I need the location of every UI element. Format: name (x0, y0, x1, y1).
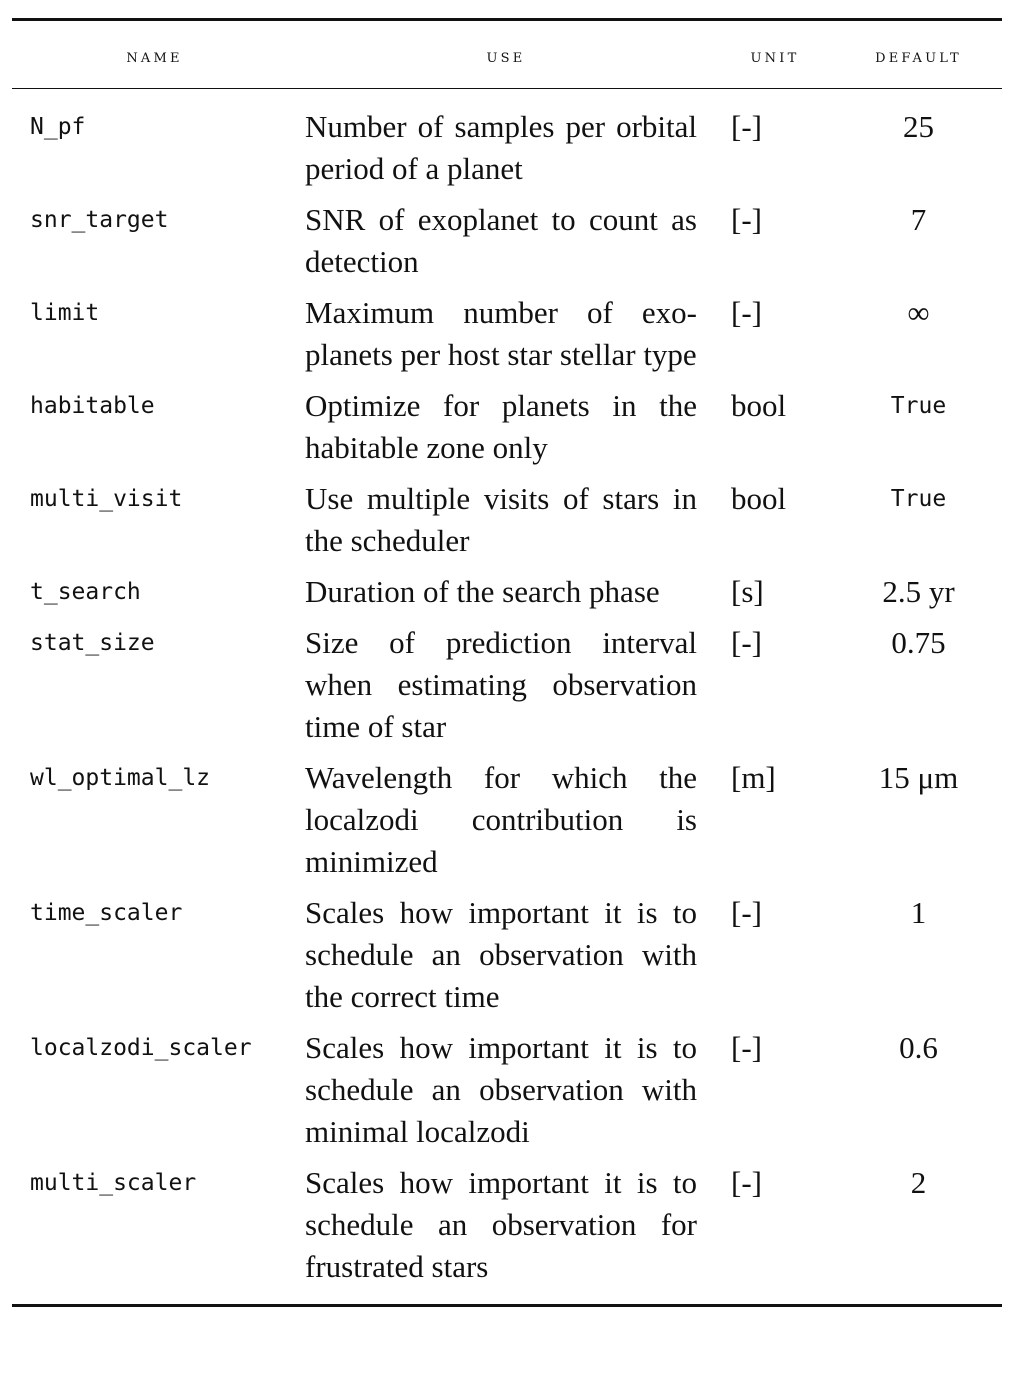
param-name: time_scaler (30, 900, 183, 926)
param-default: 2.5 yr (882, 574, 955, 609)
param-name: stat_size (30, 630, 155, 656)
param-use: Size of prediction interval when estimat… (305, 625, 697, 744)
param-unit: [-] (731, 295, 762, 330)
table-row: N_pf Number of samples per or­bital peri… (12, 106, 1002, 190)
param-unit: bool (731, 388, 787, 423)
param-name: N_pf (30, 114, 86, 140)
table-row: stat_size Size of prediction interval wh… (12, 622, 1002, 748)
param-default: 7 (910, 202, 927, 237)
param-unit: bool (731, 481, 787, 516)
table-bottom-rule (12, 1304, 1002, 1307)
param-use: Scales how important it is to schedule a… (305, 895, 697, 1014)
param-default: 15 μm (878, 760, 959, 795)
table-row: multi_visit Use multiple visits of stars… (12, 478, 1002, 562)
param-unit: [-] (731, 1165, 762, 1200)
param-use: SNR of exoplanet to count as detection (305, 202, 697, 279)
param-name: localzodi_scaler (30, 1035, 252, 1061)
param-unit: [s] (731, 574, 764, 609)
param-unit: [-] (731, 625, 762, 660)
parameter-table: NAME USE UNIT DEFAULT N_pf Number of sam… (12, 18, 1002, 1307)
table-row: t_search Duration of the search phase [s… (12, 571, 1002, 613)
header-unit: UNIT (750, 46, 800, 67)
param-name: t_search (30, 579, 141, 605)
param-use: Use multiple visits of stars in the sche… (305, 481, 697, 558)
table-header: NAME USE UNIT DEFAULT (12, 21, 1002, 88)
param-unit: [-] (731, 1030, 762, 1065)
param-name: multi_scaler (30, 1170, 197, 1196)
table-row: localzodi_scaler Scales how important it… (12, 1027, 1002, 1153)
param-unit: [-] (731, 202, 762, 237)
param-use: Maximum number of exo­planets per host s… (305, 295, 697, 372)
param-name: snr_target (30, 207, 169, 233)
param-default: 0.6 (899, 1030, 938, 1065)
table-header-rule (12, 88, 1002, 89)
header-default: DEFAULT (875, 46, 962, 67)
param-default: True (890, 486, 947, 512)
param-default: 1 (910, 895, 927, 930)
param-name: wl_optimal_lz (30, 765, 211, 791)
param-default: 0.75 (891, 625, 946, 660)
param-name: habitable (30, 393, 155, 419)
param-default: True (890, 393, 947, 419)
param-use: Number of samples per or­bital period of… (305, 109, 697, 186)
header-use: USE (486, 46, 526, 67)
table-top-rule (12, 18, 1002, 21)
param-use: Duration of the search phase (305, 574, 660, 609)
param-unit: [-] (731, 109, 762, 144)
param-unit: [-] (731, 895, 762, 930)
table-row: multi_scaler Scales how important it is … (12, 1162, 1002, 1288)
table-row: time_scaler Scales how important it is t… (12, 892, 1002, 1018)
table-row: wl_optimal_lz Wavelength for which the l… (12, 757, 1002, 883)
param-default: ∞ (907, 295, 930, 330)
param-use: Optimize for planets in the habitable zo… (305, 388, 697, 465)
param-use: Scales how important it is to schedule a… (305, 1165, 697, 1284)
param-use: Scales how important it is to schedule a… (305, 1030, 697, 1149)
param-default: 25 (903, 109, 934, 144)
table-body: N_pf Number of samples per or­bital peri… (12, 89, 1002, 1304)
table-row: snr_target SNR of exoplanet to count as … (12, 199, 1002, 283)
param-default: 2 (910, 1165, 927, 1200)
table-row: habitable Optimize for planets in the ha… (12, 385, 1002, 469)
param-unit: [m] (731, 760, 776, 795)
header-name: NAME (126, 46, 183, 67)
param-use: Wavelength for which the localzodi contr… (305, 760, 697, 879)
table-row: limit Maximum number of exo­planets per … (12, 292, 1002, 376)
param-name: limit (30, 300, 100, 326)
param-name: multi_visit (30, 486, 183, 512)
